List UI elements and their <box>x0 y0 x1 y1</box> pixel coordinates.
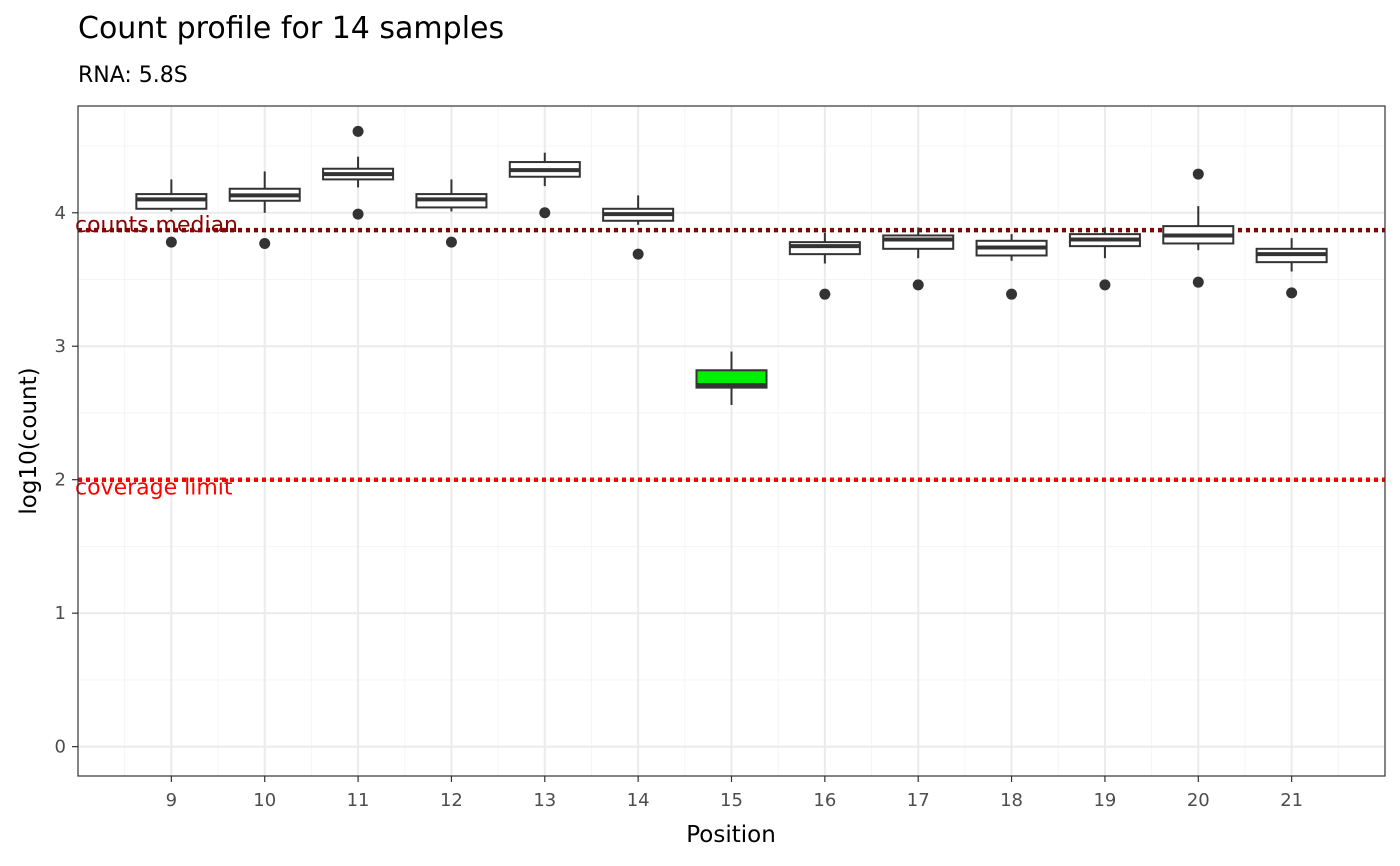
y-axis-title: log10(count) <box>16 367 42 514</box>
outlier-point <box>912 279 924 291</box>
box-10 <box>228 171 301 249</box>
y-tick-label: 0 <box>55 737 66 758</box>
x-axis-title: Position <box>686 822 776 848</box>
outlier-point <box>352 208 364 220</box>
box-iqr <box>788 241 861 256</box>
outlier-point <box>259 237 271 249</box>
box-19 <box>1068 227 1141 291</box>
x-tick-label: 21 <box>1280 790 1303 811</box>
box-11 <box>322 125 395 220</box>
outlier-point <box>1192 276 1204 288</box>
x-tick-label: 11 <box>347 790 370 811</box>
box-13 <box>508 152 581 219</box>
x-tick-label: 20 <box>1187 790 1210 811</box>
box-21 <box>1255 238 1328 299</box>
box-16 <box>788 232 861 300</box>
x-tick-label: 19 <box>1093 790 1116 811</box>
outlier-point <box>1286 287 1298 299</box>
box-12 <box>415 179 488 248</box>
reference-line-label: coverage limit <box>75 476 233 501</box>
box-iqr <box>135 193 208 210</box>
x-tick-label: 15 <box>720 790 743 811</box>
outlier-point <box>1099 279 1111 291</box>
outlier-point <box>632 248 644 260</box>
outlier-point <box>445 236 457 248</box>
y-tick-label: 2 <box>55 470 66 491</box>
box-17 <box>882 227 955 291</box>
outlier-point <box>352 125 364 137</box>
x-tick-label: 14 <box>627 790 650 811</box>
reference-line-label: counts median <box>75 213 238 238</box>
y-tick-label: 1 <box>55 603 66 624</box>
chart-subtitle: RNA: 5.8S <box>78 63 188 88</box>
outlier-point <box>1192 168 1204 180</box>
boxplot-series <box>135 125 1328 405</box>
outlier-point <box>539 207 551 219</box>
x-tick-label: 9 <box>166 790 177 811</box>
outlier-point <box>819 288 831 300</box>
box-18 <box>975 234 1048 300</box>
y-tick-label: 4 <box>55 203 66 224</box>
box-20 <box>1162 168 1235 288</box>
box-14 <box>602 195 675 260</box>
x-tick-label: 16 <box>813 790 836 811</box>
x-tick-label: 18 <box>1000 790 1023 811</box>
outlier-point <box>1006 288 1018 300</box>
box-15 <box>695 351 768 405</box>
outlier-point <box>165 236 177 248</box>
x-tick-label: 12 <box>440 790 463 811</box>
box-9 <box>135 179 208 248</box>
reference-line-labels: counts median coverage limit <box>75 213 238 501</box>
x-tick-label: 13 <box>533 790 556 811</box>
grid-layer <box>78 106 1385 776</box>
y-tick-label: 3 <box>55 336 66 357</box>
x-tick-label: 10 <box>253 790 276 811</box>
x-tick-label: 17 <box>907 790 930 811</box>
box-iqr <box>882 234 955 250</box>
chart-title: Count profile for 14 samples <box>78 11 504 46</box>
